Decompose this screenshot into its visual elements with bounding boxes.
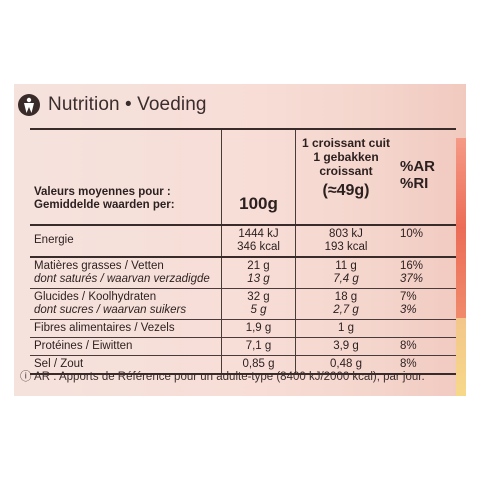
row-label: Sel / Zout [30, 356, 222, 373]
row-ri: 7% 3% [396, 289, 456, 319]
row-portion: 1 g [338, 322, 354, 334]
row-portion: 11 g 7,4 g [296, 258, 396, 288]
header-label-cell: Valeurs moyennes pour : Gemiddelde waard… [30, 130, 222, 224]
row-portion: 803 kJ 193 kcal [296, 226, 396, 256]
row-100g: 21 g 13 g [222, 258, 296, 288]
nutrition-table: Valeurs moyennes pour : Gemiddelde waard… [30, 128, 456, 375]
row-label: Fibres alimentaires / Vezels [30, 320, 222, 337]
row-ri: 8% [400, 358, 417, 370]
row-100g: 32 g 5 g [222, 289, 296, 319]
value-ri-sub: 37% [400, 273, 424, 285]
row-label: Energie [30, 226, 222, 256]
portion-weight: (≈49g) [322, 182, 370, 199]
package-edge-red [456, 138, 466, 318]
nutrition-info-icon [18, 94, 40, 116]
row-100g: 0,85 g [222, 356, 296, 373]
row-ri: 10% [396, 226, 456, 256]
value-ri: 10% [400, 228, 424, 240]
footnote: ⓘ AR : Apports de Référence pour un adul… [20, 371, 425, 383]
value-100g-sub: 5 g [250, 304, 267, 316]
row-label-main: Matières grasses / Vetten [34, 260, 164, 272]
row-100g: 1,9 g [222, 320, 296, 337]
row-label: Matières grasses / Vetten dont saturés /… [30, 258, 222, 288]
row-ri: 8% [400, 340, 417, 352]
value-portion: 11 g [335, 260, 357, 272]
portion-line-1: 1 croissant cuit [301, 136, 391, 150]
nutrition-header: Nutrition • Voeding [18, 92, 207, 118]
value-portion-sub: 7,4 g [333, 273, 359, 285]
package-edge-yellow [456, 318, 466, 396]
table-row: Matières grasses / Vetten dont saturés /… [30, 258, 456, 289]
row-100g: 7,1 g [222, 338, 296, 355]
header-ri: %AR %RI [396, 130, 456, 224]
table-row: Sel / Zout 0,85 g 0,48 g 8% [30, 356, 456, 375]
row-portion: 0,48 g [330, 358, 362, 370]
table-row: Protéines / Eiwitten 7,1 g 3,9 g 8% [30, 338, 456, 356]
row-label-sub: dont saturés / waarvan verzadigde [34, 273, 210, 285]
value-portion-kcal: 193 kcal [324, 241, 368, 253]
value-portion: 18 g [334, 291, 358, 303]
portion-line-2: 1 gebakken [313, 150, 379, 164]
table-row: Glucides / Koolhydraten dont sucres / wa… [30, 289, 456, 320]
row-100g: 1444 kJ 346 kcal [222, 226, 296, 256]
value-100g: 1444 kJ [238, 228, 279, 240]
row-label: Glucides / Koolhydraten dont sucres / wa… [30, 289, 222, 319]
value-100g: 21 g [247, 260, 270, 272]
row-portion: 3,9 g [333, 340, 359, 352]
portion-line-3: croissant [319, 164, 373, 178]
row-portion: 18 g 2,7 g [296, 289, 396, 319]
nutrition-title: Nutrition • Voeding [48, 94, 207, 115]
value-100g: 32 g [247, 291, 270, 303]
ri-label-fr: %AR [400, 158, 436, 175]
value-ri: 16% [400, 260, 424, 272]
table-row: Energie 1444 kJ 346 kcal 803 kJ 193 kcal… [30, 226, 456, 258]
value-100g-sub: 13 g [247, 273, 270, 285]
value-ri: 7% [400, 291, 417, 303]
nutrition-label-photo: Nutrition • Voeding Valeurs moyennes pou… [14, 84, 466, 396]
table-row: Fibres alimentaires / Vezels 1,9 g 1 g [30, 320, 456, 338]
ri-label-nl: %RI [400, 175, 429, 192]
table-header-row: Valeurs moyennes pour : Gemiddelde waard… [30, 130, 456, 226]
value-portion: 803 kJ [329, 228, 363, 240]
value-100g-kcal: 346 kcal [237, 241, 280, 253]
header-portion: 1 croissant cuit 1 gebakken croissant (≈… [296, 130, 396, 224]
row-label: Protéines / Eiwitten [30, 338, 222, 355]
value-ri-sub: 3% [400, 304, 417, 316]
row-label-sub: dont sucres / waarvan suikers [34, 304, 187, 316]
header-label-nl: Gemiddelde waarden per: [34, 199, 175, 211]
value-portion-sub: 2,7 g [333, 304, 359, 316]
row-ri [396, 320, 456, 337]
row-ri: 16% 37% [396, 258, 456, 288]
header-100g: 100g [222, 130, 296, 224]
row-label-main: Glucides / Koolhydraten [34, 291, 157, 303]
header-label-fr: Valeurs moyennes pour : [34, 186, 171, 198]
